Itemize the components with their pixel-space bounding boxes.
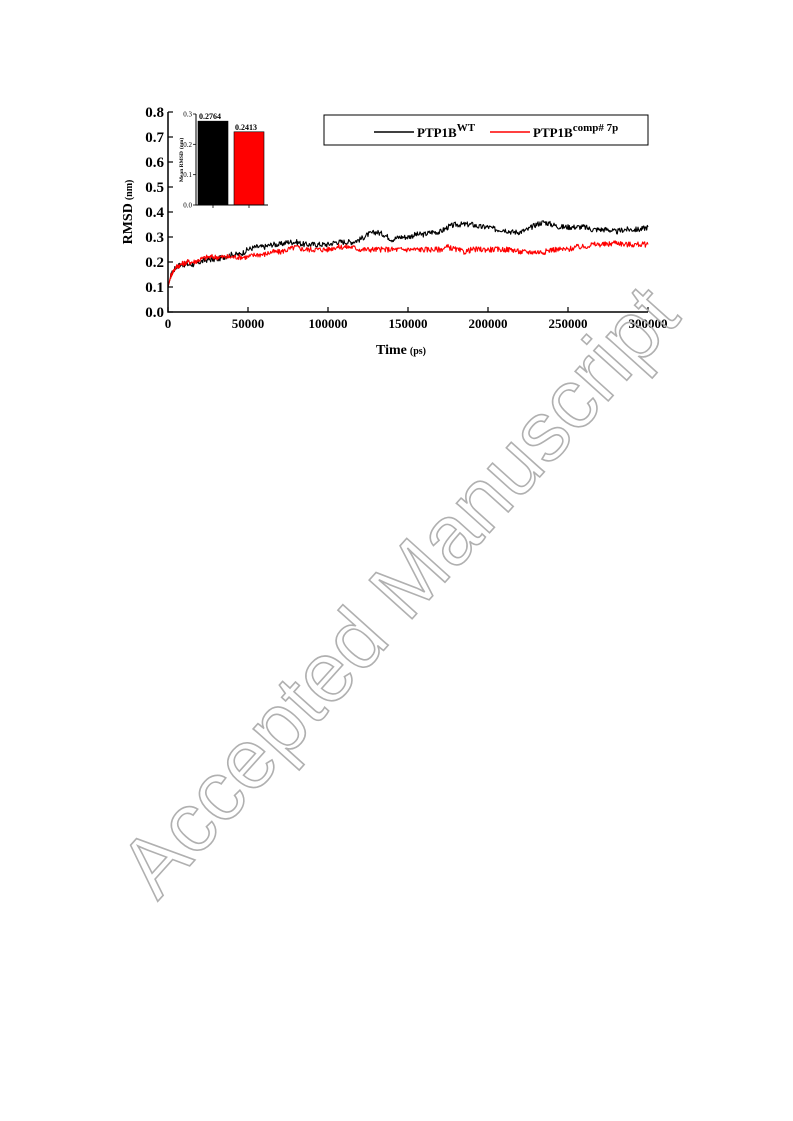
legend-label-comp7p: PTP1Bcomp# 7p	[533, 122, 618, 140]
inset-bar-chart: 0.0 0.1 0.2 0.3 0.2764 0.2413 Mean RMSD(nm)	[178, 111, 268, 210]
inset-frame	[195, 114, 268, 206]
y-tick-label-5: 0.5	[145, 180, 164, 196]
series-line-1	[167, 240, 649, 288]
x-axis-label: Time (ps)	[376, 343, 426, 358]
y-tick-label-7: 0.7	[145, 130, 164, 146]
rmsd-figure: 0 50000 100000 150000 200000 250000 3000000.00…	[118, 100, 678, 362]
main-axis-ticks: 0 50000 100000 150000 200000 250000 3000000.00…	[145, 105, 667, 331]
y-axis-label: RMSD(nm)	[121, 180, 136, 245]
inset-y-tick-label-2: 0.2	[183, 141, 192, 149]
x-tick-label-5: 250000	[549, 316, 588, 331]
inset-bar-1	[233, 131, 265, 206]
y-tick-label-4: 0.4	[145, 205, 164, 221]
x-tick-label-4: 200000	[469, 316, 508, 331]
inset-bars: 0.2764 0.2413	[197, 112, 265, 208]
inset-y-tick-label-0: 0.0	[183, 202, 192, 210]
x-tick-label-6: 300000	[629, 316, 668, 331]
inset-bar-0	[197, 120, 229, 206]
inset-y-axis-label: Mean RMSD(nm)	[178, 138, 185, 182]
y-tick-label-6: 0.6	[145, 155, 164, 171]
inset-bar-label-0: 0.2764	[199, 112, 221, 121]
legend: PTP1BWT PTP1Bcomp# 7p	[323, 114, 649, 146]
x-tick-label-3: 150000	[389, 316, 428, 331]
legend-box	[323, 114, 649, 146]
x-tick-label-0: 0	[165, 316, 172, 331]
main-series-lines	[167, 220, 649, 288]
y-tick-label-0: 0.0	[145, 305, 164, 321]
main-plot-frame	[167, 112, 648, 313]
x-tick-label-1: 50000	[232, 316, 265, 331]
watermark-text: Accepted Manuscript	[101, 268, 696, 914]
inset-y-tick-label-1: 0.1	[183, 171, 192, 179]
y-tick-label-8: 0.8	[145, 105, 164, 121]
y-tick-label-2: 0.2	[145, 255, 164, 271]
x-tick-label-2: 100000	[309, 316, 348, 331]
legend-label-wt: PTP1BWT	[417, 122, 476, 140]
inset-y-tick-label-3: 0.3	[183, 111, 192, 119]
y-tick-label-1: 0.1	[145, 280, 164, 296]
inset-bar-label-1: 0.2413	[235, 123, 257, 132]
y-tick-label-3: 0.3	[145, 230, 164, 246]
